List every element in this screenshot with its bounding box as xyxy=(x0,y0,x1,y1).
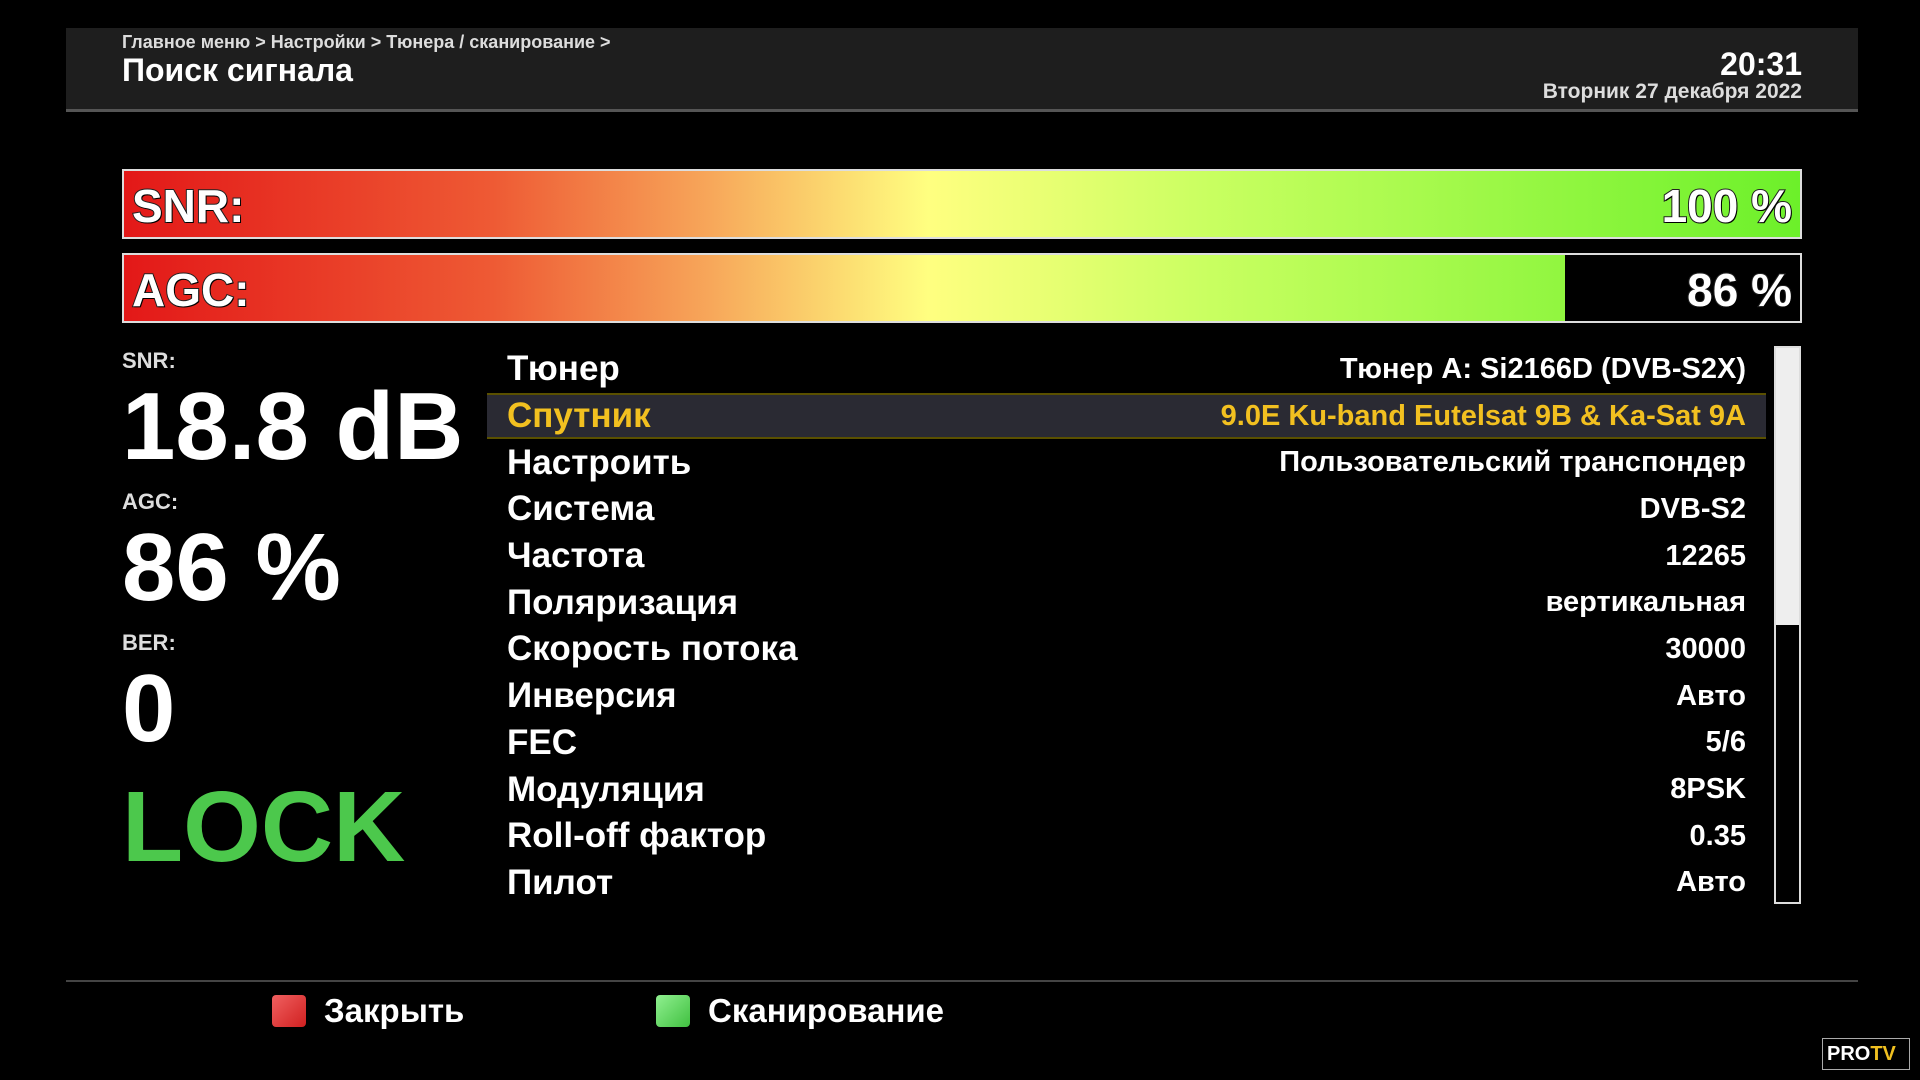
page-title: Поиск сигнала xyxy=(122,52,353,88)
agc-label: AGC: xyxy=(122,489,179,514)
parameter-name: Спутник xyxy=(507,396,651,436)
clock-time: 20:31 xyxy=(1720,46,1802,82)
parameter-name: Инверсия xyxy=(507,676,677,716)
parameter-name: Частота xyxy=(507,536,645,576)
close-button[interactable]: Закрыть xyxy=(272,992,464,1030)
snr-bar-label: SNR: xyxy=(131,179,245,233)
agc-bar: AGC: 86 % xyxy=(122,253,1802,323)
agc-value: 86 % xyxy=(122,514,341,621)
parameter-name: Настроить xyxy=(507,442,692,482)
parameter-value: 8PSK xyxy=(1670,773,1746,806)
ber-label: BER: xyxy=(122,630,176,655)
parameter-row[interactable]: Настроить Пользовательский транспондер xyxy=(487,439,1766,486)
snr-label: SNR: xyxy=(122,348,176,373)
parameter-value: Тюнер A: Si2166D (DVB-S2X) xyxy=(1339,352,1746,385)
parameter-row[interactable]: Инверсия Авто xyxy=(487,673,1766,720)
snr-bar-fill xyxy=(124,171,1800,237)
close-label: Закрыть xyxy=(324,992,465,1029)
parameter-value: Пользовательский транспондер xyxy=(1279,446,1746,479)
parameter-name: Пилот xyxy=(507,862,614,902)
footer-divider xyxy=(66,980,1858,982)
snr-bar: SNR: 100 % xyxy=(122,169,1802,239)
agc-bar-value: 86 % xyxy=(1686,263,1793,317)
parameter-name: Roll-off фактор xyxy=(507,816,767,856)
parameter-name: Поляризация xyxy=(507,582,739,622)
parameter-value: 0.35 xyxy=(1689,819,1746,852)
watermark-logo: PRO TV xyxy=(1822,1038,1910,1070)
parameter-row[interactable]: Модуляция 8PSK xyxy=(487,766,1766,813)
parameter-value: DVB-S2 xyxy=(1639,492,1746,525)
parameter-row[interactable]: FEC 5/6 xyxy=(487,720,1766,767)
scrollbar-thumb[interactable] xyxy=(1776,348,1799,625)
agc-bar-fill xyxy=(124,255,1566,321)
parameter-row[interactable]: Система DVB-S2 xyxy=(487,486,1766,533)
parameter-value: 12265 xyxy=(1665,539,1746,572)
parameter-row[interactable]: Roll-off фактор 0.35 xyxy=(487,813,1766,860)
parameter-list: Тюнер Тюнер A: Si2166D (DVB-S2X) Спутник 9.… xyxy=(487,346,1766,906)
red-key-icon xyxy=(272,995,306,1027)
parameter-value: Авто xyxy=(1676,866,1746,899)
parameter-row[interactable]: Пилот Авто xyxy=(487,860,1766,907)
scrollbar[interactable] xyxy=(1774,346,1801,904)
agc-bar-label: AGC: xyxy=(131,263,251,317)
parameter-row[interactable]: Спутник 9.0E Ku-band Eutelsat 9B & Ka-Sat… xyxy=(487,392,1766,440)
scan-button[interactable]: Сканирование xyxy=(656,992,944,1030)
parameter-name: Система xyxy=(507,489,655,529)
lock-status: LOCK xyxy=(122,771,406,883)
green-key-icon xyxy=(656,995,690,1027)
ber-value: 0 xyxy=(122,655,176,762)
parameter-name: Модуляция xyxy=(507,769,705,809)
parameter-name: FEC xyxy=(507,722,577,762)
clock-date: Вторник 27 декабря 2022 xyxy=(1542,80,1802,103)
snr-bar-value: 100 % xyxy=(1661,179,1793,233)
parameter-value: 5/6 xyxy=(1705,726,1746,759)
header-bar: Главное меню > Настройки > Тюнера / скан… xyxy=(66,28,1858,112)
parameter-value: Авто xyxy=(1676,679,1746,712)
parameter-row[interactable]: Тюнер Тюнер A: Si2166D (DVB-S2X) xyxy=(487,346,1766,393)
parameter-value: 9.0E Ku-band Eutelsat 9B & Ka-Sat 9A xyxy=(1220,399,1746,432)
parameter-row[interactable]: Частота 12265 xyxy=(487,533,1766,580)
breadcrumb: Главное меню > Настройки > Тюнера / скан… xyxy=(122,32,611,52)
parameter-value: 30000 xyxy=(1665,632,1746,665)
scan-label: Сканирование xyxy=(708,992,945,1029)
parameter-name: Скорость потока xyxy=(507,629,798,669)
parameter-row[interactable]: Поляризация вертикальная xyxy=(487,579,1766,626)
parameter-row[interactable]: Скорость потока 30000 xyxy=(487,626,1766,673)
parameter-value: вертикальная xyxy=(1545,586,1746,619)
snr-value: 18.8 dB xyxy=(122,373,464,480)
parameter-name: Тюнер xyxy=(507,349,620,389)
